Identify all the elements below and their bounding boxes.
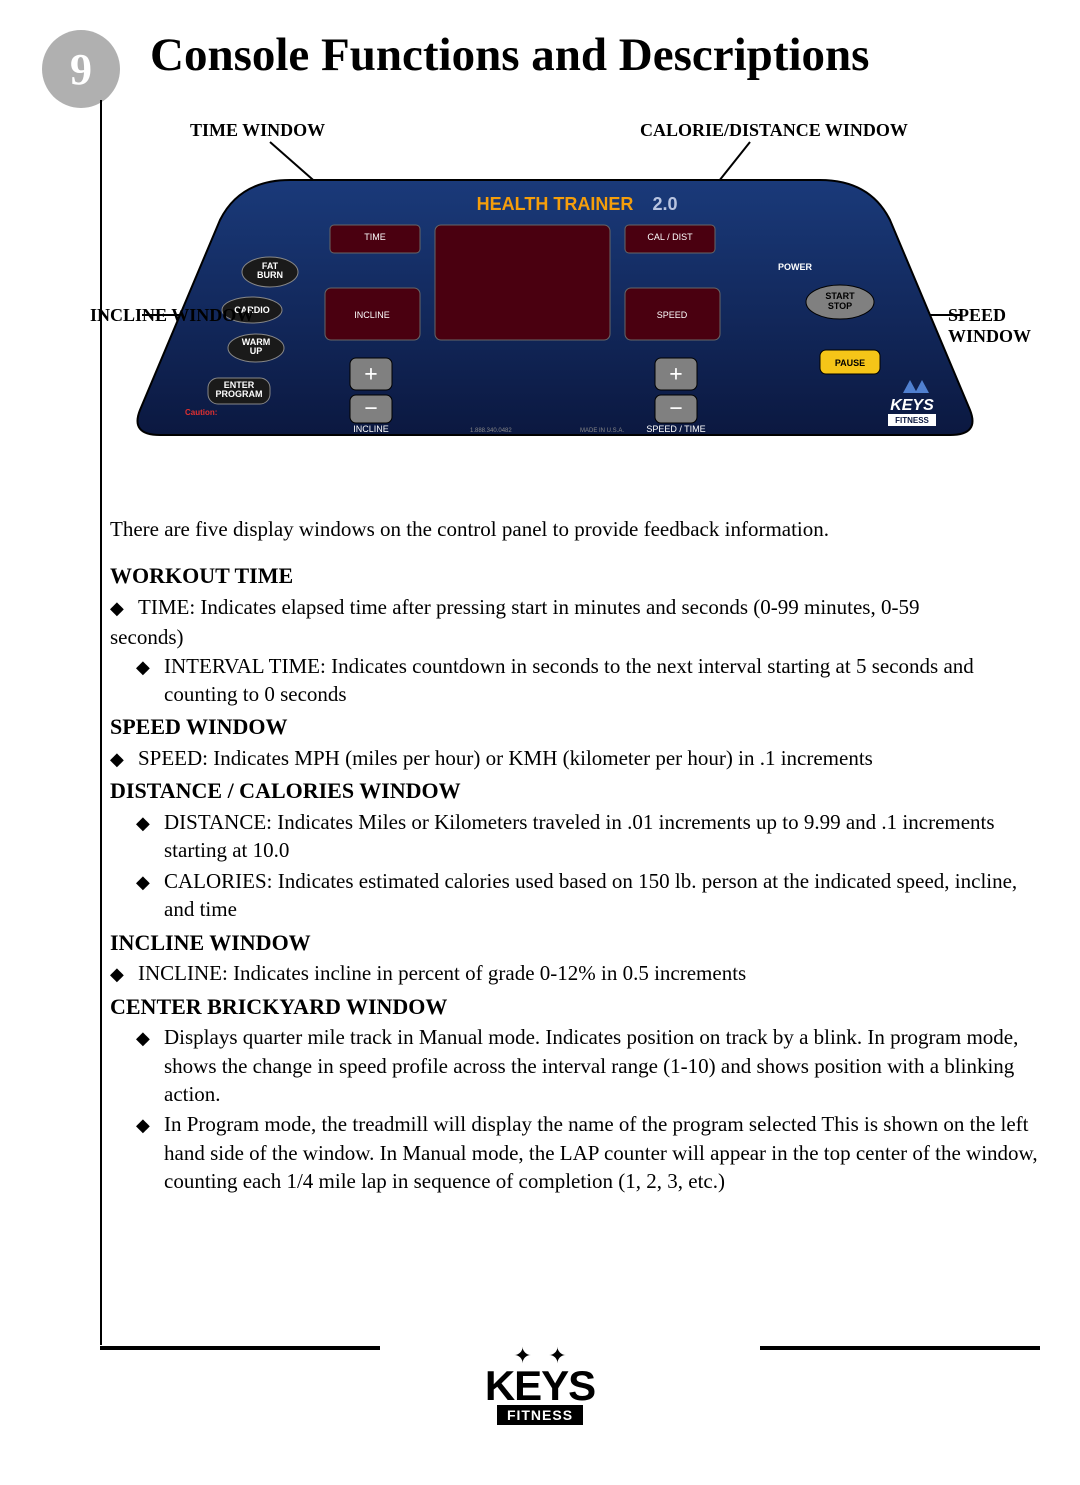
- bullet-text: Displays quarter mile track in Manual mo…: [164, 1023, 1040, 1108]
- section-heading: CENTER BRICKYARD WINDOW: [110, 992, 1040, 1022]
- bullet-item: ◆ TIME: Indicates elapsed time after pres…: [110, 593, 1040, 621]
- svg-text:STOP: STOP: [828, 301, 852, 311]
- section-heading: WORKOUT TIME: [110, 561, 1040, 591]
- section-heading: INCLINE WINDOW: [110, 928, 1040, 958]
- bullet-item: ◆ DISTANCE: Indicates Miles or Kilometers…: [110, 808, 1040, 865]
- svg-text:SPEED: SPEED: [657, 310, 688, 320]
- svg-text:SPEED / TIME: SPEED / TIME: [646, 424, 705, 434]
- diamond-icon: ◆: [136, 1026, 150, 1050]
- speed-window-label: SPEED WINDOW: [948, 305, 1050, 347]
- svg-text:PAUSE: PAUSE: [835, 358, 865, 368]
- svg-text:+: +: [364, 362, 378, 388]
- diamond-icon: ◆: [136, 870, 150, 894]
- diamond-icon: ◆: [136, 811, 150, 835]
- bullet-text: In Program mode, the treadmill will disp…: [164, 1110, 1040, 1195]
- version-text: 2.0: [652, 194, 677, 214]
- svg-text:−: −: [364, 396, 378, 422]
- footer-line-left: [100, 1346, 380, 1350]
- page-number-badge: 9: [42, 30, 120, 108]
- footer-line-right: [760, 1346, 1040, 1350]
- svg-text:MADE IN U.S.A.: MADE IN U.S.A.: [580, 428, 624, 434]
- svg-text:−: −: [669, 396, 683, 422]
- bullet-item: ◆ SPEED: Indicates MPH (miles per hour) o…: [110, 744, 1040, 772]
- incline-window-label: INCLINE WINDOW: [90, 305, 254, 326]
- svg-text:INCLINE: INCLINE: [353, 424, 389, 434]
- bullet-item: ◆ CALORIES: Indicates estimated calories …: [110, 867, 1040, 924]
- console-svg: HEALTH TRAINER 2.0 TIME CAL / DIST INCLI…: [100, 110, 1050, 490]
- section-heading: DISTANCE / CALORIES WINDOW: [110, 776, 1040, 806]
- svg-text:INCLINE: INCLINE: [354, 310, 390, 320]
- footer-fitness: FITNESS: [497, 1405, 583, 1425]
- diamond-icon: ◆: [136, 655, 150, 679]
- bullet-text: DISTANCE: Indicates Miles or Kilometers …: [164, 808, 1040, 865]
- diamond-icon: ◆: [110, 962, 124, 986]
- svg-text:START: START: [825, 291, 855, 301]
- svg-text:FITNESS: FITNESS: [895, 416, 929, 425]
- diamond-icon: ◆: [136, 1113, 150, 1137]
- intro-text: There are five display windows on the co…: [110, 515, 1040, 543]
- svg-text:PROGRAM: PROGRAM: [216, 389, 263, 399]
- diamond-icon: ◆: [110, 596, 124, 620]
- svg-text:KEYS: KEYS: [890, 397, 934, 414]
- brand-text: HEALTH TRAINER: [477, 194, 634, 214]
- body-text: There are five display windows on the co…: [110, 515, 1040, 1197]
- bullet-item: ◆ INTERVAL TIME: Indicates countdown in s…: [110, 652, 1040, 709]
- svg-text:Caution:: Caution:: [185, 408, 217, 417]
- footer-logo: ✦ ✦ KEYS FITNESS: [460, 1345, 620, 1425]
- svg-text:BURN: BURN: [257, 270, 283, 280]
- bullet-text: SPEED: Indicates MPH (miles per hour) or…: [138, 744, 1040, 772]
- center-display: [435, 225, 610, 340]
- bullet-text: TIME: Indicates elapsed time after press…: [138, 593, 1040, 621]
- section-heading: SPEED WINDOW: [110, 712, 1040, 742]
- svg-text:UP: UP: [250, 346, 263, 356]
- svg-text:CAL / DIST: CAL / DIST: [647, 232, 693, 242]
- diamond-icon: ◆: [110, 747, 124, 771]
- page-title: Console Functions and Descriptions: [150, 28, 869, 82]
- svg-text:TIME: TIME: [364, 232, 386, 242]
- svg-text:1.888.340.0482: 1.888.340.0482: [470, 428, 512, 434]
- console-diagram: TIME WINDOW CALORIE/DISTANCE WINDOW INCL…: [100, 110, 1050, 490]
- bullet-item: ◆ INCLINE: Indicates incline in percent o…: [110, 959, 1040, 987]
- bullet-text: INCLINE: Indicates incline in percent of…: [138, 959, 1040, 987]
- bullet-continuation: seconds): [110, 623, 1040, 651]
- svg-text:POWER: POWER: [778, 262, 813, 272]
- bullet-text: CALORIES: Indicates estimated calories u…: [164, 867, 1040, 924]
- bullet-item: ◆ Displays quarter mile track in Manual m…: [110, 1023, 1040, 1108]
- bullet-item: ◆ In Program mode, the treadmill will dis…: [110, 1110, 1040, 1195]
- footer-keys: KEYS: [460, 1367, 620, 1405]
- bullet-text: INTERVAL TIME: Indicates countdown in se…: [164, 652, 1040, 709]
- svg-text:+: +: [669, 362, 683, 388]
